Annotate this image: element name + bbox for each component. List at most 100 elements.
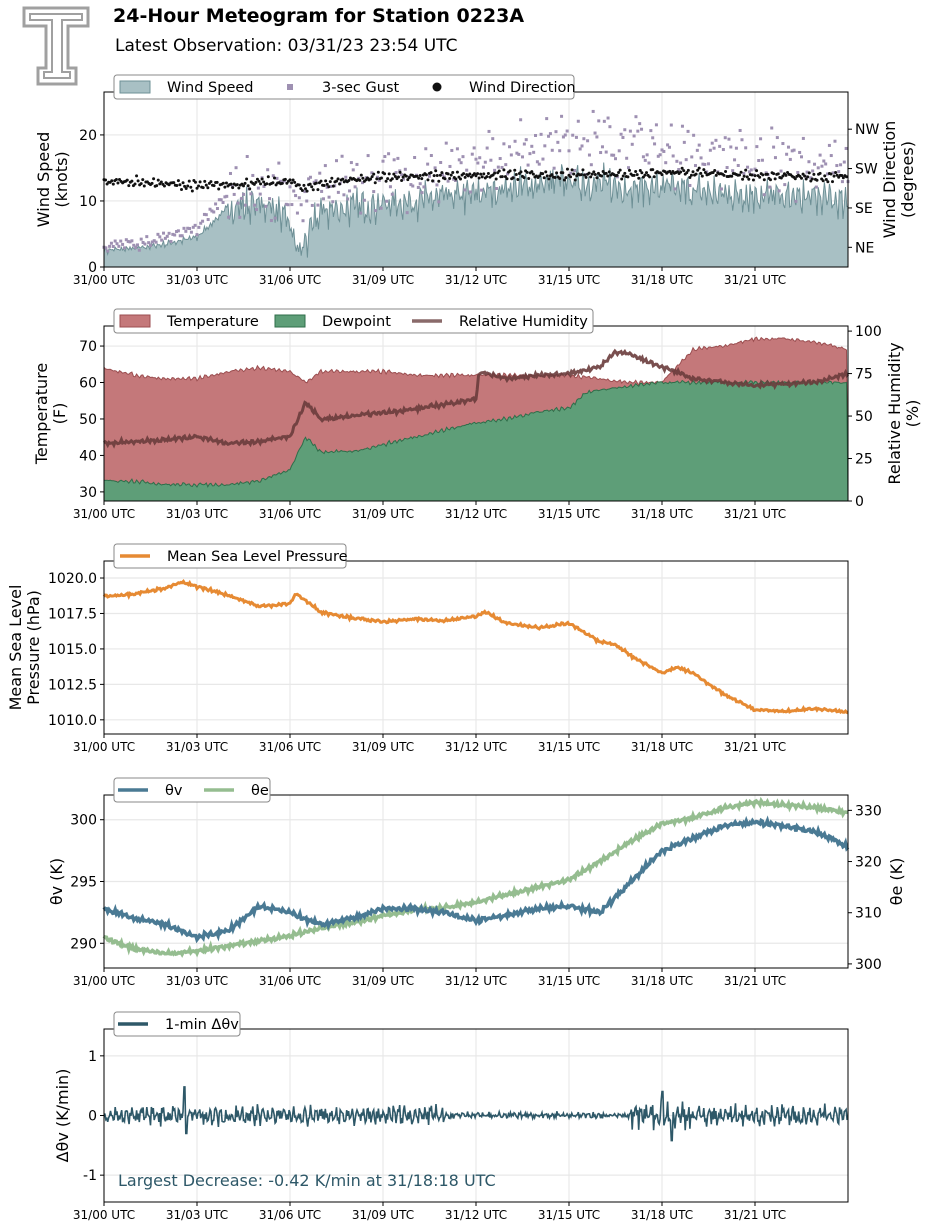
gust-point <box>721 148 725 152</box>
gust-point <box>489 158 493 162</box>
wind-xtick-label: 31/09 UTC <box>352 273 414 287</box>
direction-point <box>618 168 622 172</box>
gust-point <box>835 164 839 168</box>
gust-point <box>487 129 491 133</box>
direction-point <box>493 171 497 175</box>
theta-ytick-label: 295 <box>70 875 97 891</box>
theta-legend-label: θe <box>251 783 269 799</box>
direction-point <box>189 185 193 189</box>
direction-point <box>310 185 314 189</box>
temp-ytick-label: 30 <box>79 485 97 501</box>
gust-point <box>710 141 714 145</box>
gust-point <box>223 195 227 199</box>
direction-point <box>742 174 746 178</box>
gust-point <box>560 114 564 118</box>
direction-point <box>468 172 472 176</box>
gust-point <box>552 166 556 170</box>
direction-point <box>640 171 644 175</box>
gust-point <box>653 142 657 146</box>
gust-point <box>734 146 738 150</box>
gust-point <box>521 155 524 159</box>
gust-point <box>277 161 281 165</box>
direction-point <box>739 170 743 174</box>
direction-point <box>141 178 145 182</box>
temp-ylabel-text: (F) <box>50 403 69 425</box>
gust-point <box>656 154 660 158</box>
direction-point <box>804 177 808 181</box>
direction-point <box>369 177 373 181</box>
gust-point <box>736 163 740 167</box>
direction-point <box>172 181 176 185</box>
gust-point <box>321 197 325 201</box>
wind-legend-swatch <box>432 82 442 92</box>
gust-point <box>202 212 206 216</box>
gust-point <box>548 132 552 136</box>
gust-point <box>132 243 136 247</box>
direction-point <box>812 172 816 176</box>
gust-point <box>446 179 450 183</box>
direction-point <box>562 178 566 182</box>
gust-point <box>450 148 454 152</box>
gust-point <box>173 233 177 237</box>
direction-point <box>479 172 483 176</box>
gust-point <box>740 138 744 142</box>
gust-point <box>762 193 766 197</box>
direction-point <box>384 179 388 183</box>
pressure-ticks: 31/00 UTC 31/03 UTC 31/06 UTC 31/09 UTC 31/1… <box>6 560 849 754</box>
dtheta-xtick-label: 31/12 UTC <box>445 1208 507 1222</box>
gust-point <box>714 138 718 142</box>
gust-point <box>662 149 666 153</box>
direction-point <box>750 173 754 177</box>
direction-point <box>201 186 205 190</box>
wind-xtick-label: 31/18 UTC <box>631 273 693 287</box>
direction-point <box>505 177 509 181</box>
direction-point <box>635 173 639 177</box>
gust-point <box>760 158 764 162</box>
theta-y2label: θe (K) <box>887 858 906 906</box>
direction-point <box>745 175 749 179</box>
wind-legend-label: Wind Direction <box>469 80 576 96</box>
texas-tech-double-t-logo-icon <box>22 6 90 86</box>
direction-point <box>761 173 765 177</box>
theta-xtick-label: 31/09 UTC <box>352 974 414 988</box>
gust-point <box>126 239 130 243</box>
pressure-ytick-label: 1012.5 <box>48 677 97 693</box>
gust-point <box>441 173 445 177</box>
direction-point <box>769 178 772 182</box>
gust-point <box>429 154 433 158</box>
direction-point <box>429 171 433 175</box>
direction-point <box>400 179 404 183</box>
gust-point <box>284 202 288 206</box>
gust-point <box>798 150 802 154</box>
gust-point <box>600 145 604 149</box>
direction-point <box>632 173 636 177</box>
gust-point <box>178 234 182 238</box>
direction-point <box>178 183 182 187</box>
direction-point <box>180 188 183 192</box>
temp-ylabel: Temperature (F) <box>32 363 69 465</box>
gust-point <box>197 225 201 229</box>
gust-point <box>556 140 560 144</box>
gust-point <box>532 150 536 154</box>
pressure-line <box>102 579 849 715</box>
gust-point <box>680 124 684 128</box>
direction-point <box>826 180 830 184</box>
gust-point <box>149 243 152 247</box>
direction-point <box>713 168 717 172</box>
gust-point <box>794 199 798 203</box>
gust-point <box>641 155 645 159</box>
direction-point <box>494 177 498 181</box>
direction-point <box>472 172 476 176</box>
wind-ytick-label: 0 <box>88 260 97 276</box>
gust-point <box>308 175 312 179</box>
direction-point <box>418 174 422 178</box>
gust-point <box>658 153 662 157</box>
temp-legend-label: Dewpoint <box>322 314 391 330</box>
direction-point <box>262 180 266 184</box>
direction-point <box>325 182 329 186</box>
pressure-xtick-label: 31/09 UTC <box>352 740 414 754</box>
direction-point <box>751 178 755 182</box>
gust-point <box>634 115 638 119</box>
gust-point <box>749 168 753 172</box>
